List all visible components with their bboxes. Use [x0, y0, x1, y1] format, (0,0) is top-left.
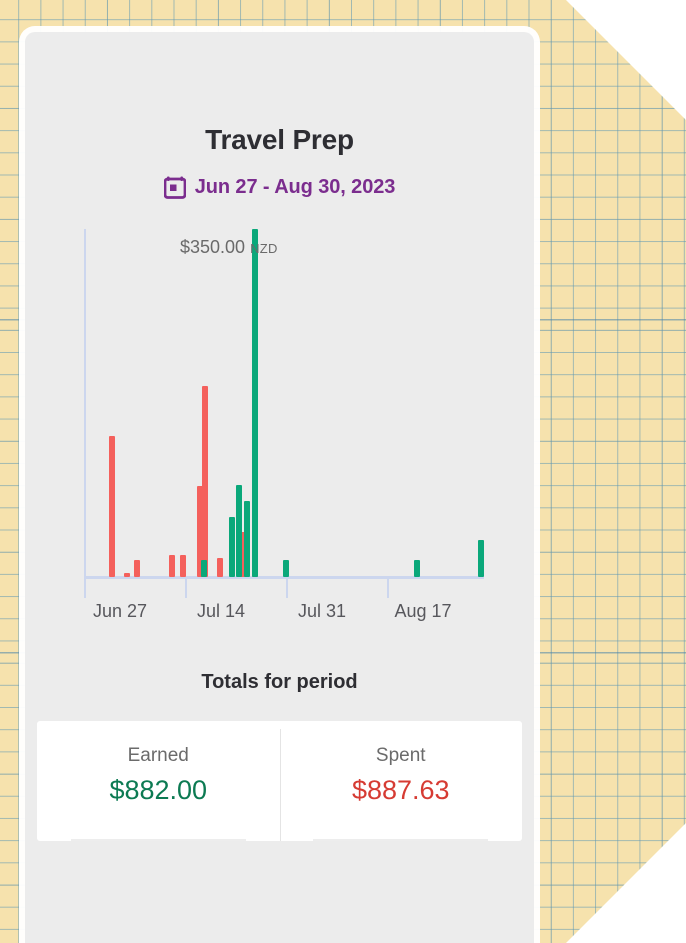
page-title: Travel Prep [205, 124, 354, 155]
totals-value-earned: $882.00 [109, 775, 208, 805]
peak-value-annotation: $350.00 NZD [180, 237, 278, 258]
transactions-bar-chart[interactable]: $350.00 NZD Jun 27 Jul 14 Jul 31 Aug 17 [25, 229, 534, 629]
totals-value-spent: $887.63 [351, 775, 450, 805]
totals-cell-earned: Earned $882.00 [37, 739, 280, 841]
totals-label-earned: Earned [127, 745, 189, 766]
report-card: Travel Prep Jun 27 - Aug 30, 2023 $350.0… [25, 32, 534, 943]
date-range-label: Jun 27 - Aug 30, 2023 [194, 176, 396, 198]
chart-bar-earned[interactable] [414, 560, 420, 577]
chart-bar-earned[interactable] [229, 517, 235, 577]
totals-heading: Totals for period [201, 671, 358, 693]
chart-bar-earned[interactable] [236, 484, 242, 577]
chart-bar-spent[interactable] [239, 532, 245, 577]
x-axis-line [84, 576, 484, 579]
chart-bar-earned[interactable] [252, 229, 258, 577]
chart-bar-earned[interactable] [201, 560, 207, 577]
totals-cell-spent: Spent $887.63 [279, 729, 523, 841]
x-axis-tick-label: Jul 14 [196, 601, 246, 621]
x-axis-tick-label: Aug 17 [394, 601, 452, 621]
x-axis-tick-mark [387, 579, 389, 598]
totals-table: Earned $882.00 Spent $887.63 [37, 721, 522, 841]
y-axis-line [84, 229, 86, 579]
peak-value-amount: $350.00 [180, 237, 246, 257]
chart-bar-spent[interactable] [197, 485, 203, 577]
x-axis-ticks: Jun 27 Jul 14 Jul 31 Aug 17 [84, 579, 484, 629]
chart-bar-spent[interactable] [202, 386, 208, 577]
chart-plot-region: $350.00 NZD [84, 229, 484, 579]
chart-bar-spent[interactable] [180, 555, 186, 577]
x-axis-tick-mark [185, 579, 187, 598]
chart-bar-spent[interactable] [124, 573, 130, 577]
chart-bar-spent[interactable] [217, 558, 223, 577]
peak-value-currency: NZD [250, 241, 278, 256]
x-axis-tick-label: Jun 27 [92, 601, 148, 621]
x-axis-tick-label: Jul 31 [297, 601, 347, 621]
chart-bar-earned[interactable] [283, 560, 289, 577]
calendar-icon [163, 176, 186, 199]
x-axis-tick-mark [84, 579, 86, 598]
date-range-selector[interactable]: Jun 27 - Aug 30, 2023 [25, 176, 534, 199]
totals-label-spent: Spent [375, 745, 426, 766]
chart-bar-earned[interactable] [478, 540, 484, 577]
chart-bar-spent[interactable] [109, 435, 115, 577]
chart-bar-spent[interactable] [169, 555, 175, 577]
totals-cell-rule [70, 839, 246, 841]
chart-bar-spent[interactable] [134, 560, 140, 577]
x-axis-tick-mark [286, 579, 288, 598]
chart-bar-earned[interactable] [244, 501, 250, 577]
totals-cell-rule [313, 839, 489, 841]
